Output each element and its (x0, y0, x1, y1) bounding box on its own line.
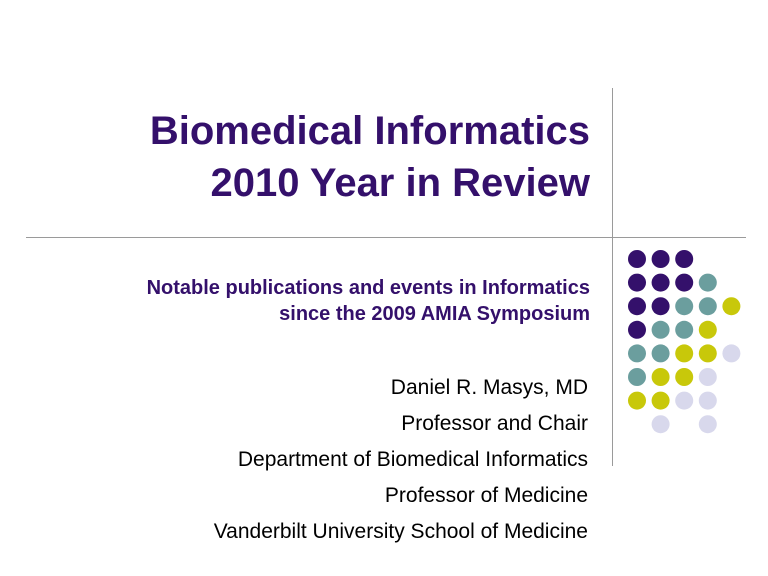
decorative-dot-lavender (722, 344, 741, 363)
decorative-dot-lavender (698, 415, 717, 434)
decorative-dot-teal (698, 297, 717, 316)
decorative-dot-olive (628, 391, 646, 410)
decorative-dot-olive (651, 391, 670, 410)
decorative-dot-purple (651, 250, 670, 268)
decorative-dot-purple (675, 250, 694, 268)
decorative-dot-teal (628, 344, 646, 363)
slide-subtitle: Notable publications and events in Infor… (0, 275, 590, 327)
decorative-dot-purple (675, 273, 694, 292)
decorative-dot-lavender (698, 368, 717, 386)
author-title: Professor and Chair (401, 412, 588, 435)
decorative-dot-olive (675, 368, 694, 386)
decorative-dot-olive (698, 344, 717, 363)
decorative-dot-teal (698, 273, 717, 292)
author-department: Department of Biomedical Informatics (237, 448, 588, 471)
author-title-2: Professor of Medicine (384, 484, 588, 507)
decorative-dot-olive (698, 320, 717, 339)
decorative-dot-purple (628, 297, 646, 316)
decorative-dot-teal (675, 297, 694, 316)
decorative-dot-olive (675, 344, 694, 363)
subtitle-line-2: since the 2009 AMIA Symposium (279, 303, 590, 325)
title-line-2: 2010 Year in Review (210, 161, 590, 205)
horizontal-divider (26, 237, 746, 238)
decorative-dot-olive (651, 368, 670, 386)
subtitle-line-1: Notable publications and events in Infor… (146, 277, 590, 299)
author-block: Daniel R. Masys, MD Professor and Chair … (28, 370, 588, 550)
decorative-dot-purple (628, 320, 646, 339)
decorative-dot-purple (628, 273, 646, 292)
author-name: Daniel R. Masys, MD (390, 376, 588, 399)
decorative-dot-lavender (651, 415, 670, 434)
decorative-dot-purple (651, 297, 670, 316)
decorative-dot-teal (628, 368, 646, 386)
slide-title: Biomedical Informatics 2010 Year in Revi… (10, 105, 590, 209)
decorative-dot-teal (675, 320, 694, 339)
vertical-divider (612, 88, 613, 466)
decorative-dot-lavender (698, 391, 717, 410)
decorative-dot-olive (722, 297, 741, 316)
decorative-dot-lavender (675, 391, 694, 410)
decorative-dot-purple (651, 273, 670, 292)
author-institution: Vanderbilt University School of Medicine (213, 520, 588, 543)
decorative-dot-teal (651, 344, 670, 363)
decorative-dot-purple (628, 250, 646, 268)
decorative-dot-teal (651, 320, 670, 339)
title-line-1: Biomedical Informatics (149, 109, 590, 153)
